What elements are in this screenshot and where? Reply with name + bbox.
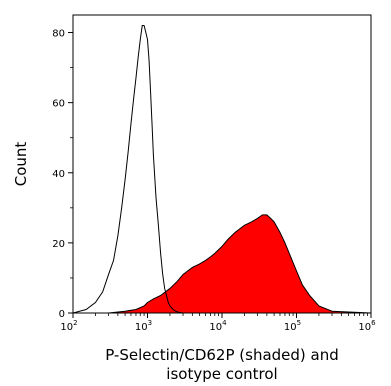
y-tick-label: 20	[52, 239, 65, 250]
x-tick-label: 105	[284, 319, 301, 333]
y-tick-label: 0	[59, 309, 65, 320]
y-tick-label: 60	[52, 99, 65, 110]
y-axis-title: Count	[12, 142, 30, 187]
x-tick-label: 104	[209, 319, 227, 333]
x-axis-ticks: 102 103 104 105 106	[60, 313, 376, 333]
x-tick-label: 102	[60, 319, 77, 333]
y-tick-label: 80	[52, 29, 65, 40]
shaded-histogram-area	[73, 214, 371, 313]
y-tick-label: 40	[52, 169, 65, 180]
x-tick-label: 106	[358, 319, 376, 333]
x-tick-label: 103	[135, 319, 152, 333]
isotype-control-outline	[72, 25, 371, 314]
shaded-histogram-outline	[73, 214, 372, 314]
x-axis-title-line-1: P-Selectin/CD62P (shaded) and	[105, 346, 339, 364]
y-axis-ticks: 0 20 40 60 80	[52, 29, 73, 320]
x-axis-title-line-2: isotype control	[166, 365, 277, 383]
plot-content	[72, 25, 372, 314]
